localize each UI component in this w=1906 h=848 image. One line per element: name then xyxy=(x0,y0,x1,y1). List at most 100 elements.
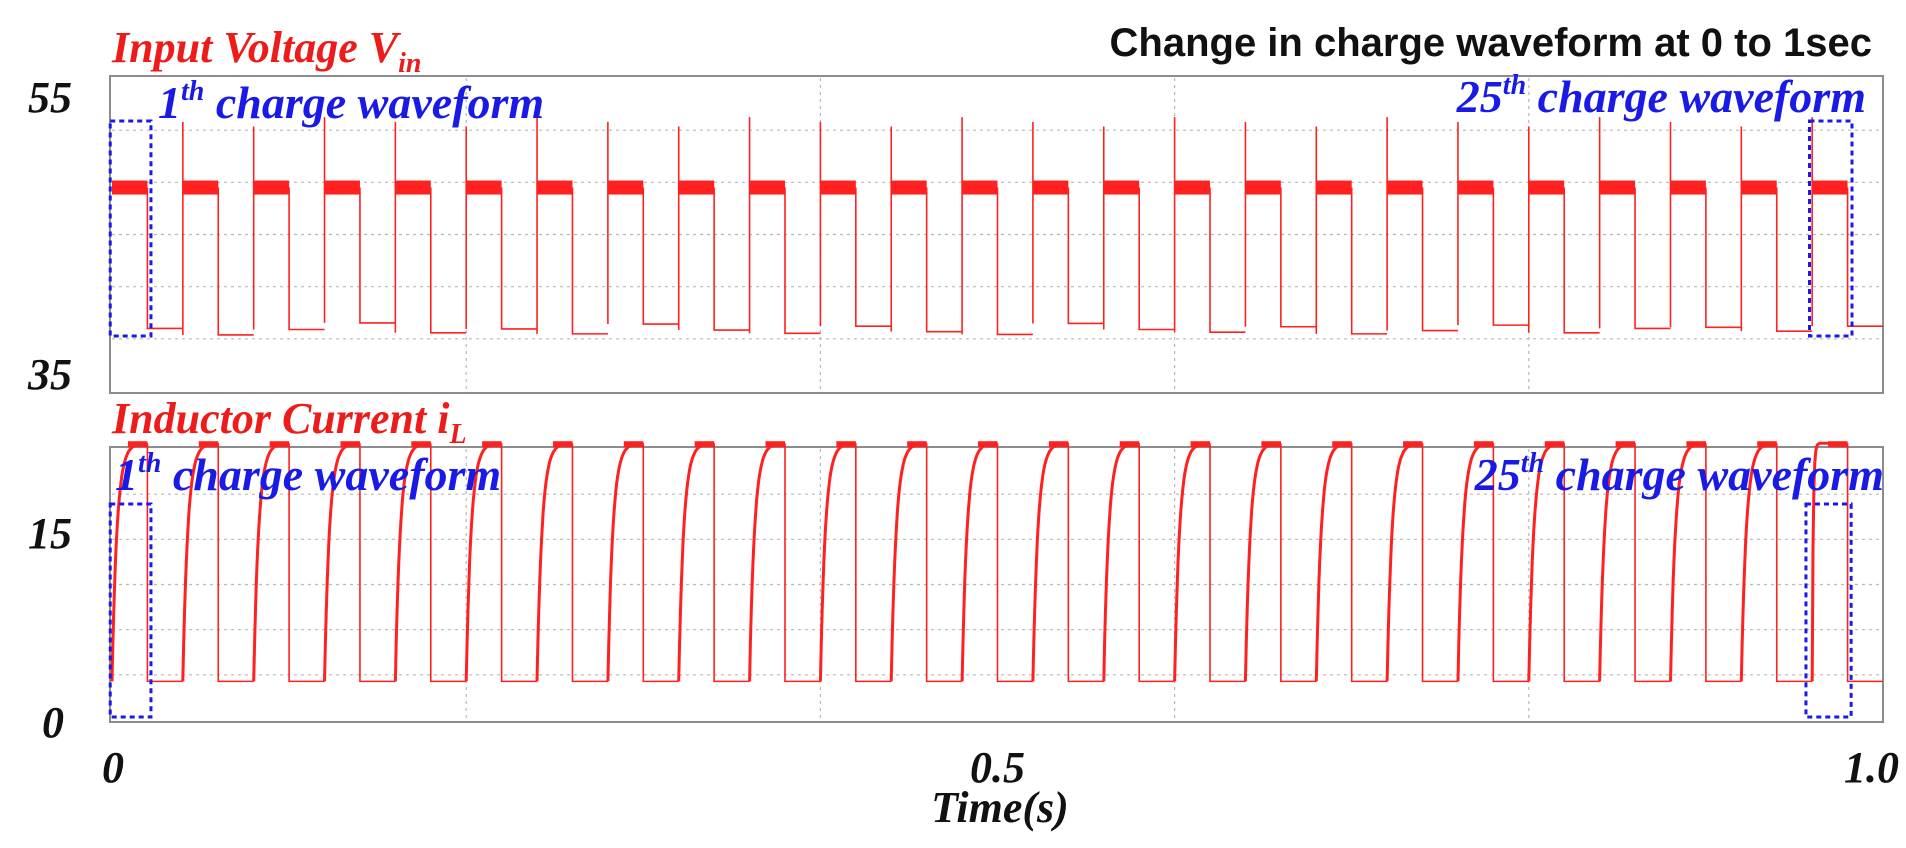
il-ripple-band xyxy=(1757,441,1777,448)
vin-high-segment xyxy=(1387,180,1423,195)
il-annotation-first-text: charge waveform xyxy=(161,449,501,500)
vin-annotation-first-text: charge waveform xyxy=(204,77,544,128)
il-ripple-band xyxy=(1332,441,1352,448)
il-highlight-boxes xyxy=(108,502,1853,719)
il-discharge-segment xyxy=(217,443,254,683)
vin-low-segment xyxy=(1209,187,1246,334)
vin-low-segment xyxy=(855,187,892,328)
pulse-highlight-box xyxy=(108,502,153,719)
vin-annotation-last-ord: 25 xyxy=(1456,71,1503,122)
vin-low-segment xyxy=(713,187,750,331)
il-discharge-segment xyxy=(1634,443,1671,683)
vin-low-segment xyxy=(429,187,467,334)
il-discharge-segment xyxy=(855,443,892,683)
il-discharge-segment xyxy=(996,443,1033,683)
vin-low-segment xyxy=(1634,187,1671,330)
vin-high-segment xyxy=(1599,180,1636,195)
vin-high-segment xyxy=(749,180,785,195)
vin-high-segment xyxy=(1670,180,1706,195)
vin-low-segment xyxy=(500,187,538,330)
il-ripple-band xyxy=(1828,441,1848,448)
il-ripple-band xyxy=(1686,441,1706,448)
vin-high-segment xyxy=(112,180,148,195)
il-discharge-segment xyxy=(1846,443,1883,683)
vin-high-segment xyxy=(1103,180,1140,195)
il-discharge-segment xyxy=(500,443,538,683)
vin-low-segment xyxy=(784,187,821,335)
il-annotation-first: 1th charge waveform xyxy=(115,448,501,500)
il-discharge-segment xyxy=(642,443,679,683)
il-annotation-first-ord: 1 xyxy=(115,449,138,500)
il-ripple-band xyxy=(1190,441,1211,448)
vin-low-segment xyxy=(1350,187,1388,335)
vin-annotation-last-sup: th xyxy=(1503,70,1526,101)
il-ripple-band xyxy=(411,441,431,448)
il-discharge-segment xyxy=(359,443,396,683)
vin-high-segment xyxy=(1316,180,1352,195)
il-discharge-segment xyxy=(429,443,467,683)
vin-high-segment xyxy=(820,180,856,195)
il-ripple-band xyxy=(907,441,927,448)
vin-high-segment xyxy=(1812,180,1848,195)
vin-high-segment xyxy=(1032,180,1069,195)
vin-ytick-bottom: 35 xyxy=(27,350,72,399)
il-ripple-band xyxy=(1473,441,1494,448)
vin-high-segment xyxy=(1528,180,1565,195)
il-annotation-last-sup: th xyxy=(1521,448,1544,479)
vin-low-segment xyxy=(571,187,608,335)
vin-low-segment xyxy=(1138,187,1175,331)
vin-low-segment xyxy=(146,187,183,330)
il-ytick-top: 15 xyxy=(28,509,72,558)
vin-high-segment xyxy=(1457,180,1494,195)
il-annotation-last: 25th charge waveform xyxy=(1474,448,1884,500)
il-discharge-segment xyxy=(713,443,750,683)
vin-high-segment xyxy=(395,180,431,195)
vin-annotation-last: 25th charge waveform xyxy=(1456,70,1866,122)
pulse-highlight-box xyxy=(1804,502,1853,719)
vin-low-segment xyxy=(925,187,963,333)
il-discharge-segment xyxy=(784,443,821,683)
input-voltage-panel xyxy=(108,75,1884,394)
x-tick-label: 0 xyxy=(102,743,124,792)
vin-annotation-last-text: charge waveform xyxy=(1526,71,1866,122)
vin-high-segment xyxy=(537,180,573,195)
vin-low-segment xyxy=(359,187,396,324)
vin-high-segment xyxy=(466,180,502,195)
il-discharge-segment xyxy=(1350,443,1388,683)
il-discharge-segment xyxy=(1775,443,1813,683)
vin-ytick-top: 55 xyxy=(28,73,72,122)
il-ripple-band xyxy=(340,441,360,448)
il-ripple-band xyxy=(836,441,856,448)
il-discharge-segment xyxy=(1067,443,1104,683)
il-discharge-segment xyxy=(571,443,608,683)
vin-high-segment xyxy=(962,180,998,195)
vin-high-segment xyxy=(1174,180,1211,195)
vin-high-segment xyxy=(324,180,360,195)
x-axis-ticks: 0 0.5 1.0 xyxy=(102,743,1899,792)
il-discharge-segment xyxy=(1421,443,1458,683)
il-discharge-segment xyxy=(146,443,183,683)
il-ripple-band xyxy=(1544,441,1565,448)
vin-low-segment xyxy=(1705,187,1742,329)
inductor-current-panel xyxy=(108,441,1884,723)
il-ytick-bottom: 0 xyxy=(42,698,64,747)
vin-axis-label: Input Voltage Vin xyxy=(111,23,421,79)
il-ripple-band xyxy=(623,441,644,448)
il-ripple-band xyxy=(1615,441,1636,448)
il-ripple-band xyxy=(1048,441,1069,448)
vin-low-segment xyxy=(1421,187,1458,332)
il-ripple-band xyxy=(482,441,502,448)
vin-low-segment xyxy=(1563,187,1600,334)
il-discharge-segment xyxy=(1280,443,1317,683)
vin-low-segment xyxy=(217,187,254,336)
figure-title: Change in charge waveform at 0 to 1sec xyxy=(1110,21,1872,65)
vin-annotation-first-sup: th xyxy=(181,76,204,107)
il-annotation-first-sup: th xyxy=(138,448,161,479)
pulse-highlight-box xyxy=(108,119,153,338)
il-discharge-segment xyxy=(1209,443,1246,683)
vin-waveform xyxy=(112,117,1883,336)
il-axis-label-sub: L xyxy=(448,419,466,450)
x-tick-label: 0.5 xyxy=(970,743,1025,792)
il-discharge-segment xyxy=(288,443,325,683)
vin-low-segment xyxy=(642,187,679,325)
